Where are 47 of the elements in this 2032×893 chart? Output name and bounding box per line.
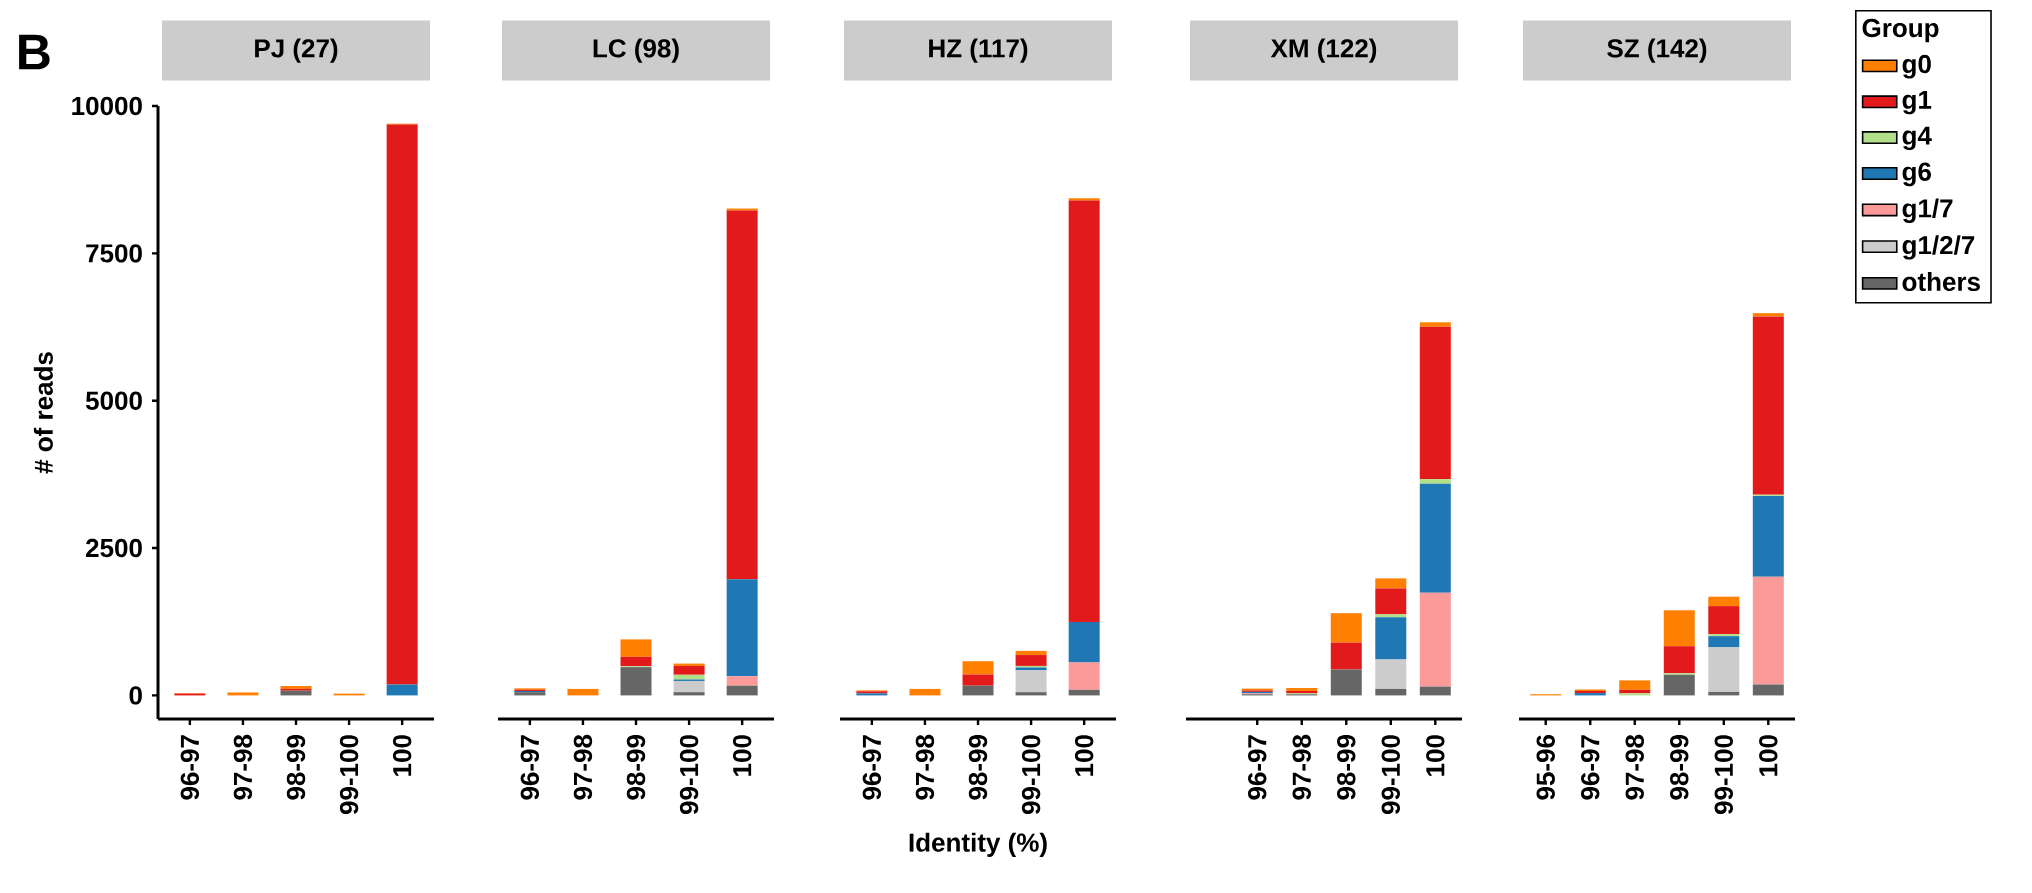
x-tick-label: 96-97 [180, 735, 200, 800]
x-tick-label: 96-97 [1581, 735, 1600, 800]
x-axis-title: Identity (%) [909, 832, 1047, 857]
x-tick-label: 96-97 [862, 735, 882, 800]
x-tick-label: 100 [1426, 735, 1445, 776]
legend-title: Group [1862, 18, 1939, 43]
y-tick-label: 2500 [86, 538, 142, 558]
x-tick-label: 99-100 [679, 735, 699, 815]
x-tick-label: 97-98 [1292, 734, 1311, 800]
x-tick-label: 99-100 [339, 735, 359, 815]
chart-title: XM (122) [1270, 38, 1377, 63]
x-tick-label: 98-99 [286, 735, 306, 800]
x-tick-label: 100 [1074, 735, 1094, 776]
x-tick-label: 100 [732, 735, 752, 776]
y-tick-label: 7500 [86, 244, 142, 263]
y-tick-label: 0 [129, 686, 142, 705]
legend-label: others [1902, 271, 1980, 292]
x-tick-label: 97-98 [1625, 734, 1644, 800]
text: B [19, 34, 50, 70]
x-tick-label: 95-96 [1536, 735, 1555, 800]
legend-label: g4 [1902, 126, 1932, 151]
x-tick-label: 98-99 [626, 735, 646, 800]
x-tick-label: 100 [1759, 735, 1778, 776]
x-tick-label: 97-98 [573, 734, 593, 800]
x-tick-label: 99-100 [1381, 735, 1400, 815]
chart-title: SZ (142) [1607, 38, 1707, 63]
x-tick-label: 98-99 [1670, 735, 1689, 800]
x-tick-label: 98-99 [1337, 735, 1356, 800]
y-tick-label: 10000 [72, 96, 142, 116]
x-tick-label: 99-100 [1021, 735, 1041, 815]
x-tick-label: 99-100 [1714, 735, 1733, 815]
x-tick-label: 98-99 [968, 735, 988, 800]
chart-title: LC (98) [593, 38, 679, 63]
legend-label: g1 [1902, 90, 1932, 115]
y-tick-label: 5000 [85, 391, 142, 410]
chart-title: PJ (27) [255, 38, 338, 63]
x-tick-label: 100 [392, 735, 412, 776]
legend-label: g1/7 [1902, 198, 1953, 223]
x-tick-label: 97-98 [915, 734, 935, 800]
x-tick-label: 97-98 [233, 734, 253, 800]
legend-label: g1/2/7 [1902, 235, 1975, 260]
y-axis-title: # of reads [33, 352, 53, 474]
x-tick-label: 96-97 [520, 735, 540, 800]
legend-label: g0 [1902, 54, 1931, 79]
chart-title: HZ (117) [929, 38, 1028, 63]
x-tick-label: 96-97 [1248, 735, 1267, 800]
legend-label: g6 [1902, 162, 1931, 187]
